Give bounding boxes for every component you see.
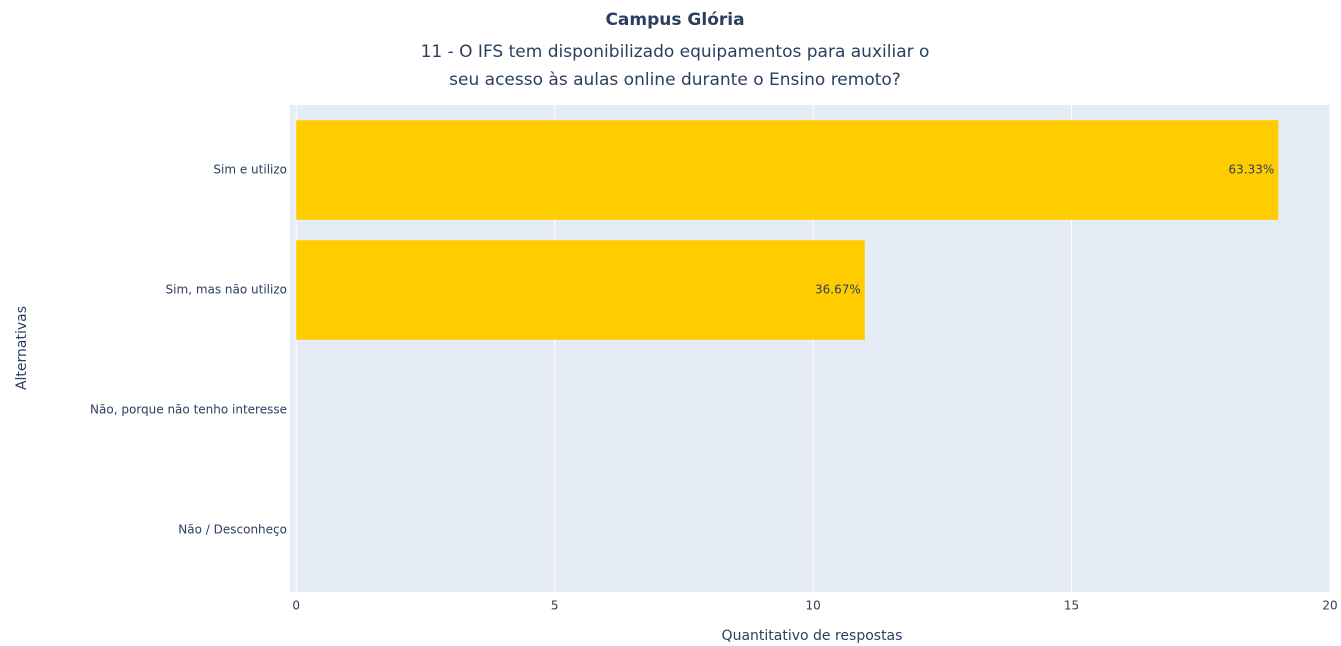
x-tick-label: 0	[292, 599, 300, 613]
x-tick-label: 20	[1322, 599, 1337, 613]
y-tick-label: Não, porque não tenho interesse	[90, 403, 287, 417]
x-tick-label: 5	[551, 599, 559, 613]
chart-subtitle: 11 - O IFS tem disponibilizado equipamen…	[421, 42, 930, 62]
x-axis-label: Quantitativo de respostas	[722, 628, 903, 644]
data-label: 36.67%	[815, 283, 861, 297]
bar	[296, 240, 865, 340]
bar	[296, 120, 1279, 220]
data-label: 63.33%	[1229, 163, 1275, 177]
y-tick-label: Sim, mas não utilizo	[166, 283, 287, 297]
x-tick-label: 10	[805, 599, 820, 613]
chart-title: Campus Glória	[605, 10, 744, 30]
y-tick-label: Não / Desconheço	[178, 523, 287, 537]
x-tick-label: 15	[1064, 599, 1079, 613]
y-tick-label: Sim e utilizo	[213, 163, 287, 177]
y-axis-label: Alternativas	[14, 306, 30, 390]
chart-subtitle: seu acesso às aulas online durante o Ens…	[449, 70, 901, 90]
